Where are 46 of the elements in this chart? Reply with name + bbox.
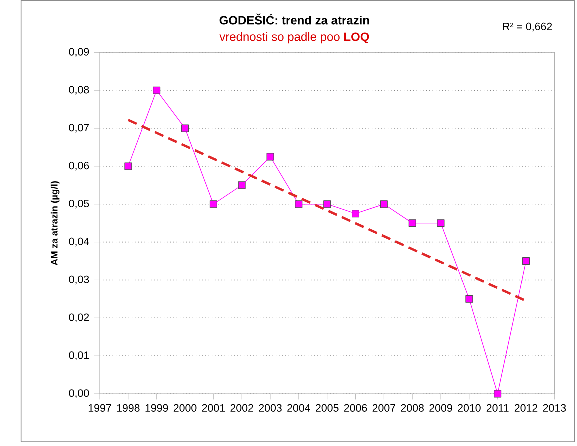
x-tick-label: 1997	[88, 404, 112, 412]
point	[408, 220, 416, 228]
x-tick-label: 2009	[430, 404, 452, 412]
point	[295, 200, 303, 208]
point	[522, 258, 530, 265]
point	[153, 86, 161, 94]
point	[182, 124, 189, 132]
text: R² = 0,662	[503, 22, 552, 32]
y-tick-label: 0,07	[69, 124, 90, 133]
x-tick-label: 2000	[174, 404, 197, 412]
y-tick-label: 0,08	[69, 86, 90, 95]
y-tick-label: 0,03	[69, 276, 90, 285]
y-tick-label: 0,09	[69, 48, 90, 58]
x-tick-label: 2002	[230, 404, 254, 412]
x-tick-label: 2008	[401, 404, 424, 412]
x-tick-label: 2012	[514, 404, 538, 412]
chart-title: GODEŠIĆ: trend za atrazin	[220, 14, 370, 25]
point	[210, 200, 218, 208]
x-tick-label: 1999	[146, 404, 168, 412]
point	[324, 200, 332, 208]
y-tick-label: 0,02	[69, 314, 90, 323]
y-tick-label: 0,05	[69, 200, 90, 209]
y-axis-title: AM za atrazin (µg/l)	[50, 181, 60, 266]
x-tick-label: 2004	[288, 404, 310, 412]
point	[466, 295, 474, 303]
x-tick-label: 2006	[344, 404, 368, 412]
x-tick-label: 2003	[259, 404, 282, 412]
x-tick-label: 2001	[202, 404, 226, 412]
x-tick-label: 2005	[316, 404, 339, 412]
y-tick-label: 0,06	[69, 162, 90, 171]
x-tick-label: 2007	[372, 404, 396, 412]
point	[124, 162, 132, 170]
x-tick-label: 2010	[458, 404, 481, 412]
point	[494, 390, 502, 398]
x-tick-label: 2011	[486, 404, 509, 412]
y-tick-label: 0,04	[69, 238, 90, 247]
point	[437, 220, 445, 228]
point	[266, 153, 274, 161]
point	[238, 182, 246, 190]
x-tick-label: 1998	[117, 404, 140, 412]
point	[380, 200, 388, 208]
y-tick-label: 0,01	[69, 352, 90, 360]
x-tick-label: 2013	[543, 404, 566, 412]
point	[352, 210, 360, 218]
y-tick-label: 0,00	[69, 390, 90, 398]
chart-subtitle: vrednosti so padle poo LOQ	[220, 32, 370, 44]
